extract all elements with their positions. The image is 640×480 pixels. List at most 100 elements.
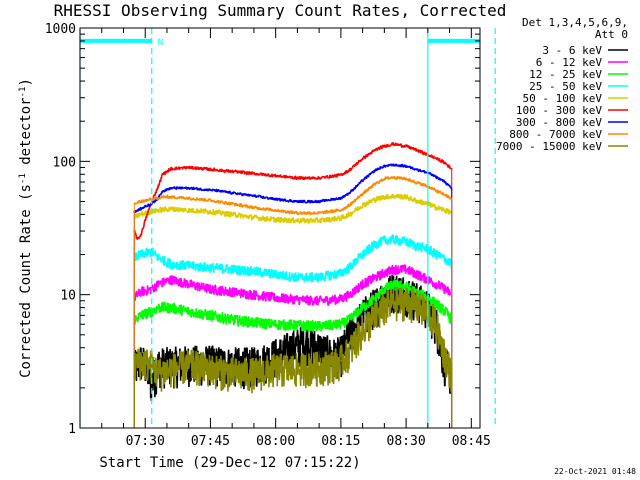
series-5-point-17 [361, 157, 364, 160]
series-6-point-17 [374, 169, 377, 171]
y-axis-label-main: Corrected Count Rate (s [18, 184, 34, 378]
series-0-point-16 [348, 334, 351, 336]
legend-label-3: 25 - 50 keV [529, 80, 602, 93]
series-7-point-8 [231, 203, 233, 205]
series-8-point-5 [188, 363, 190, 366]
series-trace-7 [133, 175, 453, 216]
series-4-point-4 [170, 208, 172, 210]
series-1-point-11 [318, 300, 320, 302]
series-1-point-3 [157, 283, 159, 285]
series-3-point-8 [253, 270, 255, 272]
series-7-point-17 [383, 178, 386, 180]
series-7-point-7 [209, 199, 212, 202]
series-1-point-18 [405, 268, 407, 270]
series-5-point-24 [435, 157, 438, 160]
series-1-point-13 [348, 293, 351, 296]
series-7-point-20 [414, 181, 416, 183]
series-2-point-7 [231, 318, 233, 321]
y-axis-label-exponent-1: -1 [18, 173, 28, 184]
series-7-point-4 [161, 196, 164, 198]
series-5-point-20 [392, 143, 394, 145]
series-7-point-9 [253, 206, 255, 209]
series-6-point-14 [340, 197, 342, 199]
series-1-point-1 [140, 291, 142, 293]
series-2-point-4 [170, 306, 172, 309]
series-3-point-19 [414, 244, 416, 246]
series-6-point-7 [188, 187, 190, 189]
series-2-point-13 [348, 318, 351, 321]
series-5-point-12 [274, 175, 277, 177]
series-5-point-10 [231, 170, 233, 173]
series-8-point-19 [405, 300, 407, 302]
series-trace-5 [133, 142, 453, 240]
series-5-point-9 [209, 168, 212, 171]
series-trace-4 [133, 193, 453, 224]
series-3-point-16 [383, 239, 386, 242]
series-3-point-13 [348, 266, 351, 269]
series-4-point-21 [435, 206, 438, 209]
series-4-point-5 [188, 209, 190, 211]
series-3-point-5 [188, 264, 190, 267]
legend-label-0: 3 - 6 keV [542, 44, 602, 57]
axes-layer: 1 10 100 1000 07:30 07:45 08:00 08:15 08:30 08:45 [45, 22, 491, 449]
series-2-point-17 [392, 284, 394, 286]
series-1-point-17 [392, 268, 394, 270]
series-1-point-14 [361, 283, 364, 285]
series-1-point-15 [374, 276, 377, 278]
series-4-point-9 [274, 218, 277, 221]
series-5-point-11 [253, 172, 255, 175]
series-8-point-4 [170, 367, 172, 370]
series-layer [133, 142, 453, 428]
series-7-point-19 [405, 178, 407, 180]
series-4-point-14 [361, 204, 364, 206]
series-1-point-8 [253, 293, 255, 296]
series-4-point-16 [383, 196, 386, 198]
legend-label-5: 100 - 300 keV [516, 104, 602, 117]
series-8-point-15 [361, 328, 364, 330]
series-3-point-14 [361, 253, 364, 256]
series-3-point-21 [435, 253, 438, 256]
series-7-point-12 [318, 212, 320, 214]
series-8-point-3 [157, 371, 159, 374]
series-4-point-6 [209, 210, 212, 213]
series-5-point-15 [340, 174, 342, 176]
series-3-point-11 [318, 276, 320, 278]
legend-label-7: 800 - 7000 keV [509, 128, 602, 141]
series-3-point-18 [405, 240, 407, 243]
generated-timestamp: 22-Oct-2021 01:48 [554, 467, 636, 476]
series-6-point-1 [140, 208, 142, 210]
series-8-point-22 [435, 323, 438, 325]
series-8-point-18 [392, 301, 394, 303]
series-6-point-12 [296, 200, 299, 203]
series-7-point-15 [361, 193, 364, 195]
series-2-point-16 [383, 288, 386, 290]
series-3-point-22 [444, 258, 446, 260]
series-4-point-3 [157, 209, 159, 211]
series-7-point-18 [392, 176, 394, 178]
series-6-point-6 [170, 187, 172, 189]
series-8-point-7 [231, 371, 233, 374]
series-4-point-1 [140, 213, 142, 216]
series-5-point-2 [140, 234, 142, 236]
series-8-point-9 [274, 367, 277, 370]
series-6-point-21 [414, 168, 416, 170]
series-1-point-5 [188, 283, 190, 285]
series-trace-3 [133, 234, 453, 283]
x-tick-label-5: 08:45 [452, 434, 491, 449]
series-8-point-10 [296, 367, 299, 370]
series-3-point-10 [296, 276, 299, 278]
series-4-point-13 [348, 213, 351, 216]
series-6-point-13 [318, 200, 320, 203]
series-5-point-7 [170, 168, 172, 170]
legend-header-line-2: Att 0 [595, 28, 628, 41]
series-2-point-10 [296, 324, 299, 326]
series-7-point-3 [157, 197, 159, 199]
series-trace-2 [133, 279, 453, 332]
series-5-point-25 [444, 162, 446, 164]
series-0-point-11 [296, 344, 299, 346]
series-8-point-24 [444, 354, 446, 357]
series-3-point-9 [274, 273, 277, 276]
legend-label-6: 300 - 800 keV [516, 116, 602, 129]
y-tick-label-0: 1 [68, 422, 76, 437]
